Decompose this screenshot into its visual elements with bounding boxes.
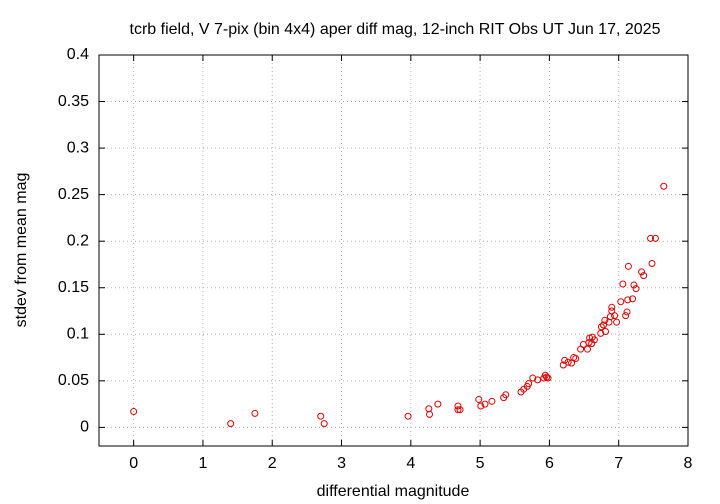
- point: [599, 321, 607, 329]
- point: [475, 395, 483, 403]
- point: [617, 298, 625, 306]
- y-tick-label: 0.2: [67, 232, 89, 249]
- point: [597, 323, 605, 331]
- y-tick-label: 0.15: [58, 279, 89, 296]
- point: [660, 182, 668, 190]
- point: [629, 295, 637, 303]
- point: [623, 308, 631, 316]
- plot-frame: [98, 54, 689, 447]
- x-tick-label: 5: [476, 455, 485, 472]
- x-tick-label: 3: [337, 455, 346, 472]
- point: [317, 412, 325, 420]
- point: [611, 312, 619, 320]
- point: [619, 280, 627, 288]
- point: [648, 260, 656, 268]
- point: [602, 327, 610, 335]
- point: [251, 409, 259, 417]
- point: [572, 354, 580, 362]
- y-tick-label: 0.25: [58, 186, 89, 203]
- point: [456, 406, 464, 414]
- point: [624, 262, 632, 270]
- point: [454, 402, 462, 410]
- point: [477, 402, 485, 410]
- chart-title: tcrb field, V 7-pix (bin 4x4) aper diff …: [130, 21, 661, 38]
- x-tick-label: 0: [129, 455, 138, 472]
- point: [534, 376, 542, 384]
- point: [434, 400, 442, 408]
- point: [525, 380, 533, 388]
- point: [564, 358, 572, 366]
- plot-area: 0 0.05 0.1 0.15 0.2 0.25 0.3 0.35 0.4 0 1 2 3 4 5 6 7 8: [58, 46, 693, 472]
- point: [624, 296, 632, 304]
- x-tick-label: 2: [268, 455, 277, 472]
- point: [632, 285, 640, 293]
- y-tick-label: 0.05: [58, 372, 89, 389]
- x-axis-label: differential magnitude: [317, 483, 470, 500]
- point: [543, 373, 551, 381]
- point: [426, 410, 434, 418]
- point: [454, 406, 462, 414]
- point: [544, 374, 552, 382]
- y-axis-label: stdev from mean mag: [13, 173, 30, 328]
- point: [584, 345, 592, 353]
- point: [606, 313, 614, 321]
- point: [630, 281, 638, 289]
- x-tick-label: 6: [545, 455, 554, 472]
- point: [529, 374, 537, 382]
- point: [608, 303, 616, 311]
- point: [404, 412, 412, 420]
- x-tick-label: 1: [198, 455, 207, 472]
- point: [561, 356, 569, 364]
- y-tick-label: 0: [80, 419, 89, 436]
- point: [597, 329, 605, 337]
- x-tick-label: 7: [614, 455, 623, 472]
- point: [502, 391, 510, 399]
- x-tick-label: 4: [406, 455, 415, 472]
- point: [481, 400, 489, 408]
- y-tick-label: 0.1: [67, 326, 89, 343]
- y-tick-label: 0.3: [67, 139, 89, 156]
- point: [640, 272, 648, 280]
- y-tick-label: 0.35: [58, 93, 89, 110]
- point: [227, 420, 235, 428]
- point: [320, 420, 328, 428]
- point: [488, 397, 496, 405]
- point: [590, 336, 598, 344]
- point: [622, 312, 630, 320]
- point: [613, 318, 621, 326]
- point: [638, 268, 646, 276]
- point: [651, 234, 659, 242]
- point: [647, 234, 655, 242]
- point: [425, 405, 433, 413]
- point: [601, 316, 609, 324]
- x-tick-label: 8: [684, 455, 693, 472]
- point: [130, 408, 138, 416]
- y-tick-label: 0.4: [67, 46, 89, 63]
